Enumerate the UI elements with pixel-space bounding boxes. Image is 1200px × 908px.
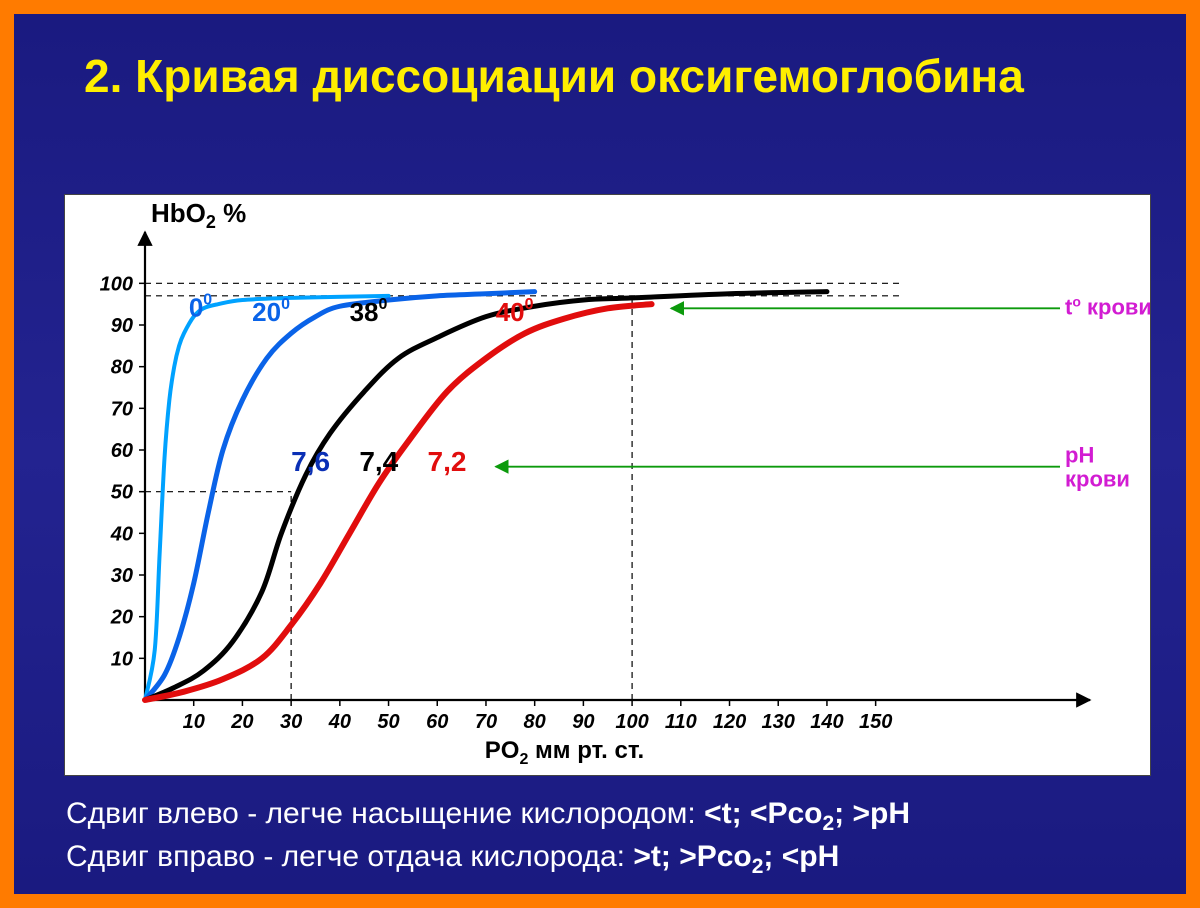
svg-text:150: 150: [859, 711, 892, 733]
svg-text:70: 70: [475, 711, 497, 733]
svg-text:10: 10: [183, 711, 205, 733]
svg-text:130: 130: [762, 711, 795, 733]
slide-frame: 2. Кривая диссоциации оксигемоглобина Hb…: [0, 0, 1200, 908]
svg-text:30: 30: [280, 711, 302, 733]
svg-text:120: 120: [713, 711, 746, 733]
footnote-right: Сдвиг вправо - легче отдача кислорода: >…: [66, 837, 1134, 880]
svg-text:7,6: 7,6: [291, 446, 330, 477]
svg-text:30: 30: [111, 565, 133, 587]
svg-text:40: 40: [110, 523, 133, 545]
footnotes: Сдвиг влево - легче насыщение кислородом…: [66, 794, 1134, 881]
svg-text:20: 20: [230, 711, 253, 733]
footnote-left: Сдвиг влево - легче насыщение кислородом…: [66, 794, 1134, 837]
svg-text:110: 110: [665, 711, 697, 733]
svg-text:HbO2 %: HbO2 %: [151, 198, 246, 232]
svg-text:100: 100: [100, 273, 133, 295]
slide-title: 2. Кривая диссоциации оксигемоглобина: [84, 50, 1116, 103]
svg-text:00: 00: [189, 292, 212, 323]
svg-text:50: 50: [111, 482, 133, 504]
svg-text:200: 200: [252, 296, 290, 327]
svg-text:60: 60: [426, 711, 448, 733]
svg-text:7,2: 7,2: [428, 446, 467, 477]
svg-text:PO2 мм рт. ст.: PO2 мм рт. ст.: [485, 737, 644, 768]
svg-text:50: 50: [377, 711, 399, 733]
svg-text:80: 80: [524, 711, 546, 733]
svg-text:70: 70: [111, 398, 133, 420]
chart-panel: HbO2 % 10 20 30 40 50 60 70 80 90 100 10 20 30 40 50 60 7…: [64, 194, 1151, 776]
svg-text:60: 60: [111, 440, 133, 462]
svg-text:400: 400: [496, 296, 534, 327]
svg-text:40: 40: [328, 711, 351, 733]
svg-text:90: 90: [111, 315, 133, 337]
svg-text:80: 80: [111, 357, 133, 379]
svg-text:20: 20: [110, 607, 133, 629]
svg-text:pHкрови: pHкрови: [1065, 443, 1130, 492]
svg-text:10: 10: [111, 648, 133, 670]
svg-text:to крови: to крови: [1065, 293, 1150, 319]
dissociation-chart: HbO2 % 10 20 30 40 50 60 70 80 90 100 10 20 30 40 50 60 7…: [65, 195, 1150, 775]
svg-text:90: 90: [572, 711, 594, 733]
svg-text:380: 380: [350, 296, 388, 327]
svg-text:100: 100: [615, 711, 648, 733]
svg-text:7,4: 7,4: [359, 446, 398, 477]
svg-text:140: 140: [810, 711, 843, 733]
